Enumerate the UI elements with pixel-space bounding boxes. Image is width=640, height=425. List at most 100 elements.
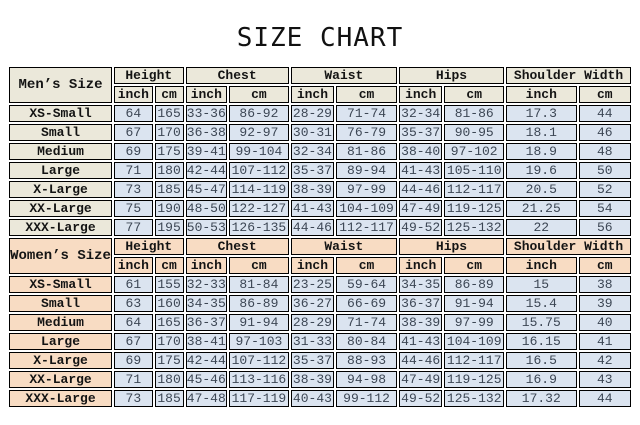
unit-header: inch	[114, 86, 153, 103]
value-cell: 23-25	[290, 276, 335, 293]
unit-header: cm	[336, 257, 397, 274]
value-cell: 41-43	[398, 162, 443, 179]
value-cell: 41	[578, 333, 631, 350]
value-cell: 38-41	[185, 333, 228, 350]
unit-header: cm	[444, 86, 505, 103]
value-cell: 94-98	[336, 371, 397, 388]
column-group-header: Shoulder Width	[506, 238, 631, 255]
size-chart-page: SIZE CHART Men’s Size Height Chest Waist Hip…	[7, 23, 633, 409]
value-cell: 38-39	[290, 181, 335, 198]
value-cell: 76-79	[336, 124, 397, 141]
table-row: XXX-Large 77 195 50-53 126-135 44-46 112-117 49…	[9, 219, 631, 236]
value-cell: 47-49	[398, 200, 443, 217]
size-label: XX-Large	[9, 371, 113, 388]
value-cell: 91-94	[229, 314, 289, 331]
size-label: XXX-Large	[9, 219, 113, 236]
value-cell: 38	[578, 276, 631, 293]
value-cell: 44-46	[290, 219, 335, 236]
header-row-groups: Women’s Size Height Chest Waist Hips Shoulder…	[9, 238, 631, 274]
value-cell: 38-39	[398, 314, 443, 331]
value-cell: 97-102	[444, 143, 505, 160]
size-label: Large	[9, 333, 113, 350]
value-cell: 15.4	[506, 295, 577, 312]
column-group-header: Chest	[185, 67, 289, 84]
value-cell: 59-64	[336, 276, 397, 293]
value-cell: 44	[578, 390, 631, 407]
unit-header: inch	[398, 257, 443, 274]
value-cell: 180	[154, 162, 184, 179]
value-cell: 48	[578, 143, 631, 160]
value-cell: 86-92	[229, 105, 289, 122]
value-cell: 52	[578, 181, 631, 198]
value-cell: 44-46	[398, 352, 443, 369]
value-cell: 35-37	[290, 162, 335, 179]
value-cell: 73	[114, 181, 153, 198]
value-cell: 44	[578, 105, 631, 122]
value-cell: 20.5	[506, 181, 577, 198]
size-label: Large	[9, 162, 113, 179]
value-cell: 104-109	[336, 200, 397, 217]
value-cell: 64	[114, 314, 153, 331]
unit-header: cm	[336, 86, 397, 103]
header-row-units: inch cm inch cm inch cm inch cm inch cm	[9, 86, 631, 103]
value-cell: 170	[154, 333, 184, 350]
value-cell: 16.5	[506, 352, 577, 369]
value-cell: 165	[154, 314, 184, 331]
value-cell: 32-34	[290, 143, 335, 160]
column-group-header: Hips	[398, 67, 505, 84]
size-label: X-Large	[9, 181, 113, 198]
value-cell: 30-31	[290, 124, 335, 141]
value-cell: 160	[154, 295, 184, 312]
value-cell: 43	[578, 371, 631, 388]
unit-header: cm	[229, 86, 289, 103]
column-group-header: Shoulder Width	[506, 67, 631, 84]
value-cell: 15	[506, 276, 577, 293]
size-label: XX-Large	[9, 200, 113, 217]
value-cell: 86-89	[229, 295, 289, 312]
unit-header: cm	[578, 86, 631, 103]
table-row: X-Large 73 185 45-47 114-119 38-39 97-99 44-46 1…	[9, 181, 631, 198]
unit-header: cm	[154, 257, 184, 274]
column-group-header: Waist	[290, 67, 397, 84]
size-label: XXX-Large	[9, 390, 113, 407]
header-row-groups: Men’s Size Height Chest Waist Hips Shoulder W…	[9, 67, 631, 103]
value-cell: 39-41	[185, 143, 228, 160]
value-cell: 67	[114, 333, 153, 350]
size-label: Small	[9, 295, 113, 312]
value-cell: 107-112	[229, 352, 289, 369]
value-cell: 155	[154, 276, 184, 293]
value-cell: 77	[114, 219, 153, 236]
value-cell: 119-125	[444, 371, 505, 388]
value-cell: 195	[154, 219, 184, 236]
size-label: Medium	[9, 314, 113, 331]
value-cell: 175	[154, 352, 184, 369]
value-cell: 40-43	[290, 390, 335, 407]
value-cell: 15.75	[506, 314, 577, 331]
value-cell: 64	[114, 105, 153, 122]
value-cell: 39	[578, 295, 631, 312]
value-cell: 63	[114, 295, 153, 312]
section-label: Women’s Size	[9, 238, 113, 274]
value-cell: 42	[578, 352, 631, 369]
unit-header: cm	[444, 257, 505, 274]
table-row: Small 67 170 36-38 92-97 30-31 76-79 35-37 90-95…	[9, 124, 631, 141]
size-label: Medium	[9, 143, 113, 160]
value-cell: 75	[114, 200, 153, 217]
value-cell: 71-74	[336, 314, 397, 331]
table-row: X-Large 69 175 42-44 107-112 35-37 88-93 44-46 1…	[9, 352, 631, 369]
table-row: Large 67 170 38-41 97-103 31-33 80-84 41-43 104-…	[9, 333, 631, 350]
unit-header: inch	[506, 257, 577, 274]
header-row-units: inch cm inch cm inch cm inch cm inch cm	[9, 257, 631, 274]
value-cell: 185	[154, 181, 184, 198]
value-cell: 50	[578, 162, 631, 179]
column-group-header: Height	[114, 238, 184, 255]
value-cell: 89-94	[336, 162, 397, 179]
value-cell: 35-37	[290, 352, 335, 369]
size-label: XS-Small	[9, 276, 113, 293]
value-cell: 28-29	[290, 314, 335, 331]
value-cell: 80-84	[336, 333, 397, 350]
value-cell: 71	[114, 162, 153, 179]
value-cell: 28-29	[290, 105, 335, 122]
value-cell: 99-104	[229, 143, 289, 160]
value-cell: 104-109	[444, 333, 505, 350]
